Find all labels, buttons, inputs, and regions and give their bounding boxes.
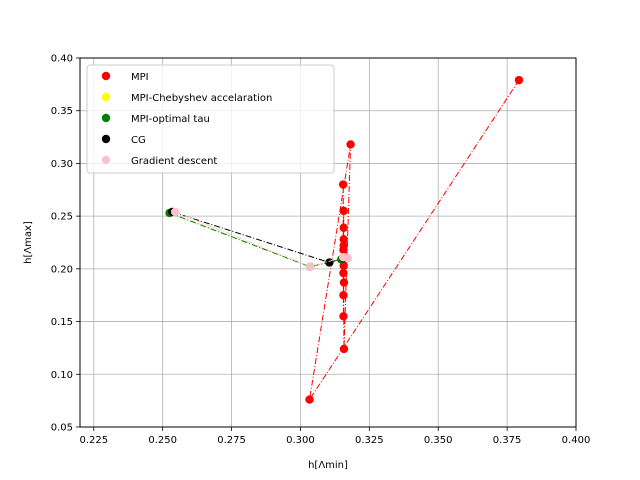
y-tick-label: 0.30: [51, 159, 73, 170]
x-axis-label: h[Λmin]: [308, 460, 348, 471]
y-tick-label: 0.15: [51, 317, 73, 328]
data-point: [339, 268, 348, 278]
y-axis-label: h[Λmax]: [23, 221, 34, 264]
data-point: [346, 140, 355, 149]
x-tick-label: 0.250: [148, 435, 177, 446]
x-tick-label: 0.400: [562, 435, 591, 446]
data-point: [338, 180, 348, 189]
x-tick-label: 0.325: [355, 435, 384, 446]
x-tick-label: 0.225: [79, 435, 108, 446]
series-mpi: [305, 75, 524, 404]
data-point: [339, 206, 348, 216]
series-cg: [168, 207, 348, 267]
y-tick-label: 0.10: [51, 370, 73, 381]
legend-label: MPI-Chebyshev accelaration: [131, 93, 272, 104]
data-point: [339, 278, 349, 287]
legend-label: CG: [131, 135, 146, 146]
y-tick-label: 0.20: [51, 264, 73, 275]
legend-marker: [101, 113, 111, 123]
y-tick-label: 0.05: [51, 423, 73, 434]
x-tick-label: 0.375: [493, 435, 522, 446]
data-point: [339, 344, 349, 354]
legend-box: [86, 64, 335, 174]
data-point: [339, 245, 348, 255]
data-point: [305, 262, 315, 271]
x-tick-label: 0.275: [217, 435, 246, 446]
x-tick-label: 0.350: [424, 435, 453, 446]
series-line: [174, 211, 348, 268]
series-gradient-descent: [170, 207, 353, 271]
data-point: [339, 235, 348, 244]
y-tick-label: 0.40: [51, 54, 73, 65]
legend-label: MPI-optimal tau: [131, 114, 210, 125]
legend-label: Gradient descent: [131, 156, 217, 167]
plot-frame: [79, 57, 577, 428]
legend-marker: [101, 71, 111, 81]
legend-marker: [101, 92, 111, 102]
legend: MPI MPI-Chebyshev accelaration MPI-optimal…: [86, 64, 335, 174]
legend-marker: [101, 155, 111, 165]
legend-marker: [101, 134, 111, 144]
data-point: [170, 207, 180, 217]
series-mpi-chebyshev-accelaration: [165, 208, 347, 271]
data-point: [339, 291, 348, 300]
series-line: [172, 211, 344, 264]
data-point: [514, 75, 524, 85]
y-tick-label: 0.25: [51, 212, 73, 223]
data-point: [343, 254, 353, 263]
data-point: [305, 395, 314, 404]
series-layer: [165, 75, 524, 404]
axis-ticks: 0.225 0.250 0.275 0.300 0.325 0.350 0.375 0.400…: [51, 54, 591, 447]
legend-label: MPI: [131, 72, 149, 83]
x-tick-label: 0.300: [286, 435, 315, 446]
y-tick-label: 0.35: [51, 106, 73, 117]
series-mpi-optimal-tau: [165, 208, 347, 271]
data-point: [339, 312, 348, 321]
data-point: [339, 223, 348, 232]
